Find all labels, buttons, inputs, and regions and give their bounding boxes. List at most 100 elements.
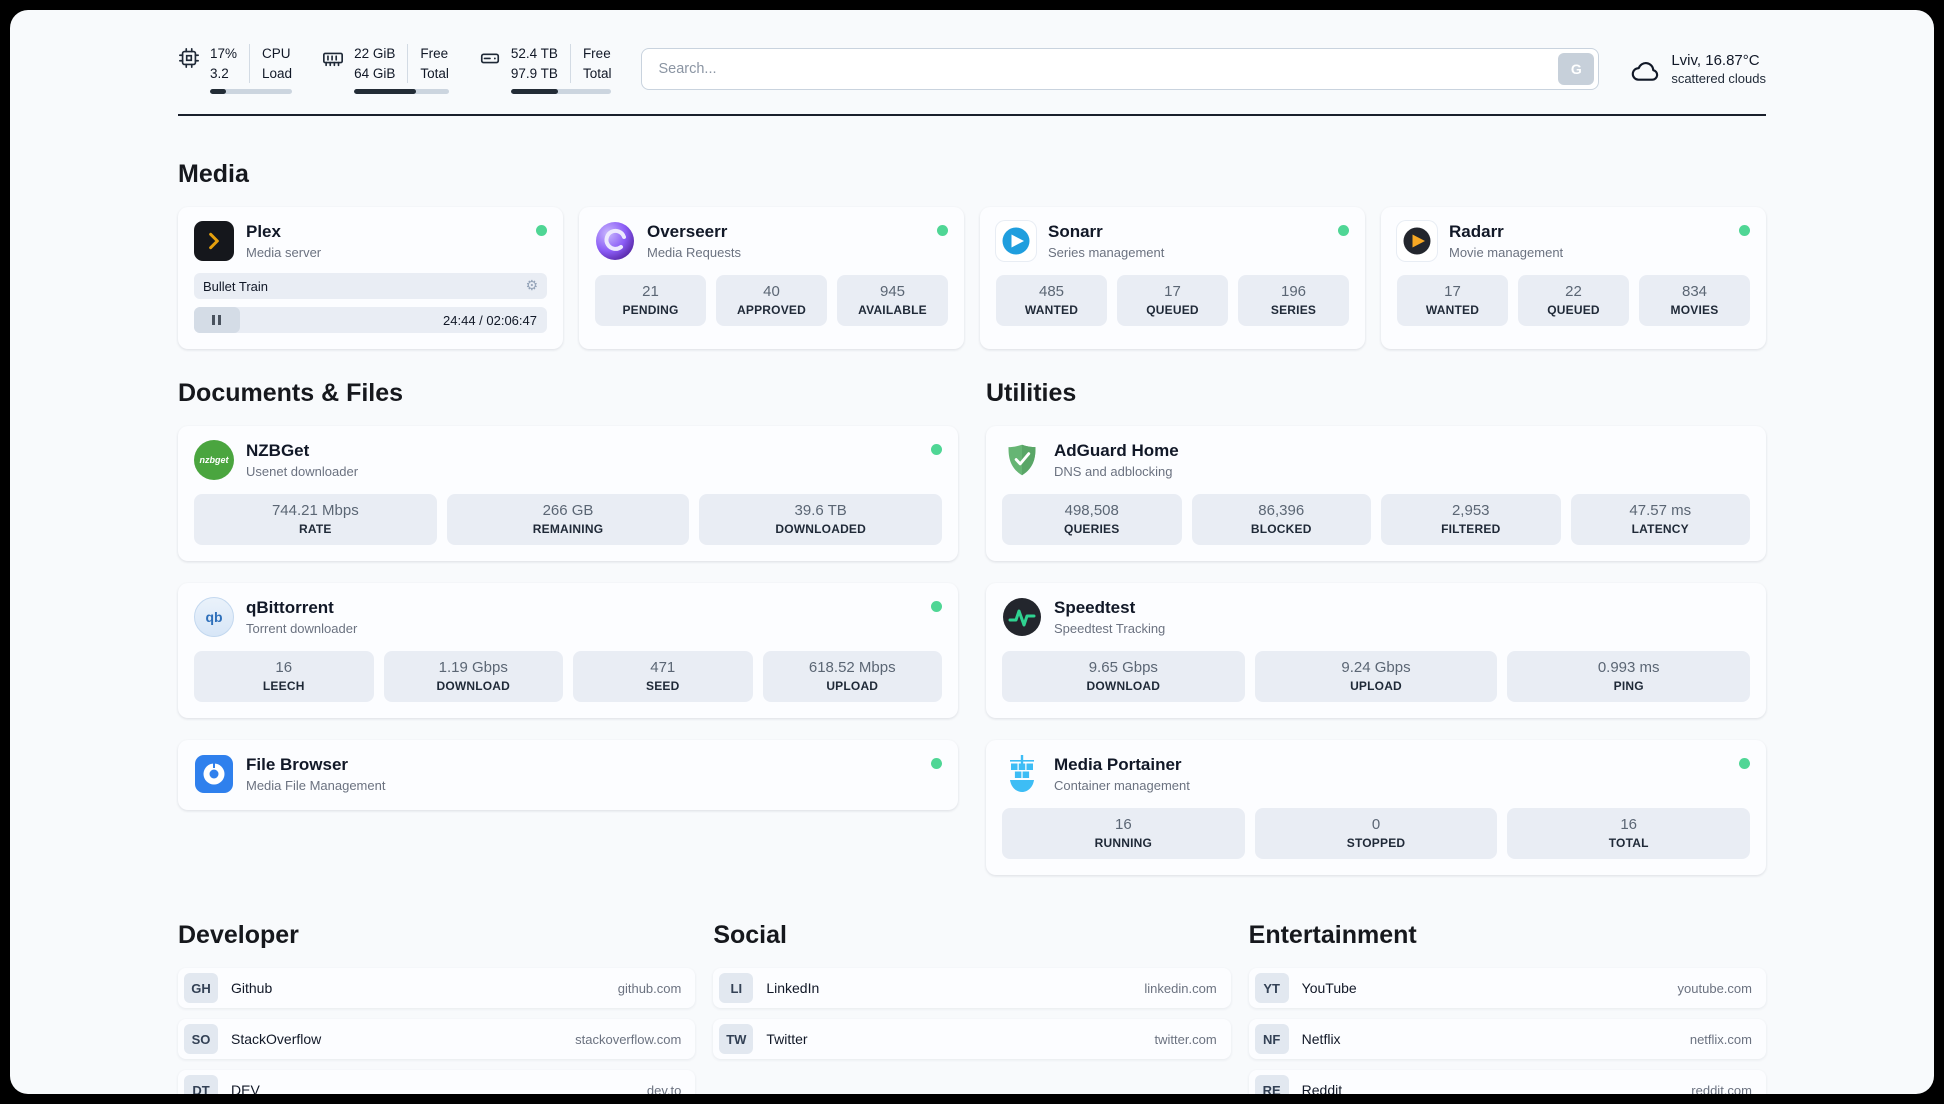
stat-value: 22 — [1565, 283, 1582, 301]
app-card-qbittorrent[interactable]: qb qBittorrent Torrent downloader 16 LEE… — [178, 583, 958, 719]
disk-label-bottom: Total — [582, 65, 612, 81]
bookmark-abbr: YT — [1254, 973, 1289, 1004]
ram-label-bottom: Total — [420, 65, 449, 81]
bookmark-group-entertainment: Entertainment YT YouTube youtube.com NF … — [1248, 921, 1766, 1094]
bookmark-group-title: Developer — [178, 921, 299, 950]
app-name: qBittorrent — [246, 598, 334, 618]
app-name: AdGuard Home — [1054, 441, 1179, 461]
stat-value: 945 — [879, 283, 906, 301]
app-header: nzbget NZBGet Usenet downloader — [194, 440, 942, 481]
stat-label: APPROVED — [737, 303, 806, 318]
cpu-label-bottom: Load — [262, 65, 293, 81]
stat-label: FILTERED — [1441, 522, 1501, 537]
app-description: Media File Management — [246, 778, 386, 794]
stat-box: 86,396 BLOCKED — [1191, 494, 1371, 546]
bookmark-netflix[interactable]: NF Netflix netflix.com — [1248, 1019, 1766, 1060]
stat-value: 16 — [1114, 816, 1132, 834]
app-description: Series management — [1048, 245, 1165, 261]
stat-label: LATENCY — [1631, 522, 1689, 537]
bookmark-dev[interactable]: DT DEV dev.to — [178, 1070, 696, 1094]
gear-icon[interactable]: ⚙ — [525, 278, 538, 295]
stat-value: 86,396 — [1258, 502, 1305, 520]
bookmark-github[interactable]: GH Github github.com — [178, 968, 696, 1009]
stat-box: 471 SEED — [573, 651, 753, 703]
stat-box: 618.52 Mbps UPLOAD — [762, 651, 942, 703]
bookmark-group-title: Entertainment — [1248, 921, 1417, 950]
app-card-speedtest[interactable]: Speedtest Speedtest Tracking 9.65 Gbps D… — [986, 583, 1766, 719]
search-engine-button[interactable]: G — [1558, 53, 1595, 86]
section-media: Media Plex Media server Bullet Train ⚙ 2… — [178, 160, 1766, 350]
pause-button[interactable] — [194, 307, 238, 334]
stat-row: 17 WANTED 22 QUEUED 834 MOVIES — [1397, 275, 1750, 327]
ram-metric: 22 GiB 64 GiB Free Total — [322, 44, 449, 95]
app-name: Speedtest — [1054, 598, 1136, 618]
app-card-nzbget[interactable]: nzbget NZBGet Usenet downloader 744.21 M… — [178, 426, 958, 562]
stat-value: 834 — [1681, 283, 1708, 301]
app-name: NZBGet — [246, 441, 310, 461]
now-playing-title: Bullet Train — [203, 278, 269, 294]
stat-box: 744.21 Mbps RATE — [194, 494, 437, 546]
stat-label: UPLOAD — [826, 679, 879, 694]
stat-label: PENDING — [622, 303, 679, 318]
filebrowser-icon — [194, 754, 234, 794]
player-progress-bar[interactable]: 24:44 / 02:06:47 — [194, 307, 547, 334]
status-dot — [1739, 758, 1750, 770]
status-dot — [931, 601, 942, 613]
bookmark-abbr: DT — [184, 1075, 218, 1094]
overseerr-icon — [595, 221, 635, 261]
stat-box: 16 TOTAL — [1507, 808, 1751, 860]
weather-widget[interactable]: Lviv, 16.87°C scattered clouds — [1629, 52, 1766, 87]
player-time: 24:44 / 02:06:47 — [443, 312, 537, 328]
bookmark-abbr: SO — [184, 1024, 218, 1055]
stat-label: MOVIES — [1670, 303, 1719, 318]
bookmark-abbr: NF — [1254, 1024, 1289, 1055]
bookmark-linkedin[interactable]: LI LinkedIn linkedin.com — [713, 968, 1231, 1009]
app-header: Media Portainer Container management — [1002, 754, 1750, 794]
stat-label: UPLOAD — [1350, 679, 1402, 694]
stat-value: 498,508 — [1064, 502, 1119, 520]
app-name: Sonarr — [1048, 222, 1103, 242]
stat-box: 485 WANTED — [996, 275, 1107, 327]
bookmark-name: Twitter — [766, 1031, 808, 1048]
stat-box: 16 RUNNING — [1002, 808, 1245, 860]
app-card-file-browser[interactable]: File Browser Media File Management — [178, 740, 958, 811]
section-title-documents: Documents & Files — [178, 379, 404, 408]
portainer-icon — [1002, 754, 1042, 794]
documents-column: nzbget NZBGet Usenet downloader 744.21 M… — [178, 426, 958, 811]
app-description: Container management — [1054, 778, 1190, 794]
section-documents: Documents & Files nzbget NZBGet Usenet d… — [178, 379, 958, 875]
stat-row: 485 WANTED 17 QUEUED 196 SERIES — [996, 275, 1349, 327]
stat-label: QUEUED — [1547, 303, 1600, 318]
stat-value: 40 — [763, 283, 780, 301]
app-header: Plex Media server — [194, 221, 547, 262]
stat-value: 47.57 ms — [1629, 502, 1692, 520]
app-description: Media server — [246, 245, 322, 261]
app-name: Overseerr — [647, 222, 728, 242]
app-card-media-portainer[interactable]: Media Portainer Container management 16 … — [986, 740, 1766, 876]
stat-box: 1.19 Gbps DOWNLOAD — [383, 651, 563, 703]
app-card-overseerr[interactable]: Overseerr Media Requests 21 PENDING 40 A… — [579, 207, 964, 350]
bookmark-reddit[interactable]: RE Reddit reddit.com — [1248, 1070, 1766, 1094]
app-header: Sonarr Series management — [996, 221, 1349, 262]
app-card-radarr[interactable]: Radarr Movie management 17 WANTED 22 QUE… — [1381, 207, 1766, 350]
sonarr-icon — [996, 221, 1036, 262]
bookmark-twitter[interactable]: TW Twitter twitter.com — [713, 1019, 1231, 1060]
app-card-plex[interactable]: Plex Media server Bullet Train ⚙ 24:44 /… — [178, 207, 563, 350]
stat-value: 196 — [1280, 283, 1307, 301]
app-card-adguard-home[interactable]: AdGuard Home DNS and adblocking 498,508 … — [986, 426, 1766, 562]
stat-box: 16 LEECH — [194, 651, 374, 703]
status-dot — [1739, 225, 1750, 237]
app-header: qb qBittorrent Torrent downloader — [194, 597, 942, 638]
stat-value: 618.52 Mbps — [808, 659, 896, 677]
bookmark-stackoverflow[interactable]: SO StackOverflow stackoverflow.com — [178, 1019, 696, 1060]
bookmark-host: youtube.com — [1677, 980, 1752, 996]
bookmark-name: Netflix — [1301, 1031, 1341, 1048]
search-input[interactable] — [641, 48, 1600, 91]
bookmark-youtube[interactable]: YT YouTube youtube.com — [1248, 968, 1766, 1009]
app-description: Usenet downloader — [246, 464, 359, 480]
bookmark-host: dev.to — [646, 1082, 682, 1094]
app-card-sonarr[interactable]: Sonarr Series management 485 WANTED 17 Q… — [980, 207, 1365, 350]
speedtest-icon — [1002, 597, 1042, 637]
status-dot — [536, 225, 547, 237]
bookmark-list: GH Github github.com SO StackOverflow st… — [178, 968, 696, 1094]
